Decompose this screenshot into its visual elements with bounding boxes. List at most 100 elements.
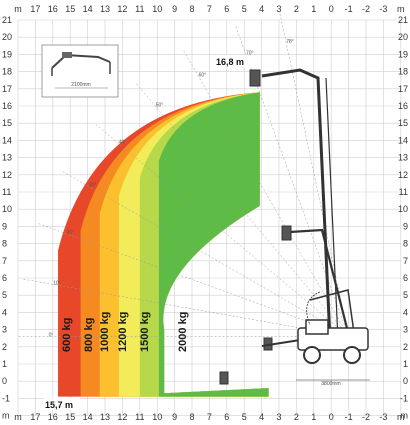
y-tick-right: 3 bbox=[403, 325, 408, 335]
x-tick-bottom: 14 bbox=[83, 412, 93, 422]
angle-line bbox=[62, 171, 349, 337]
zone-label: 800 kg bbox=[83, 318, 95, 352]
y-tick-left: 8 bbox=[2, 239, 7, 249]
x-tick-top: -2 bbox=[362, 4, 370, 14]
max-reach-label: 15,7 m bbox=[45, 400, 73, 410]
y-tick-left: 0 bbox=[2, 376, 7, 386]
max-height-label: 16,8 m bbox=[216, 57, 244, 67]
x-tick-top: 1 bbox=[311, 4, 316, 14]
x-tick-bottom: 6 bbox=[224, 412, 229, 422]
x-tick-bottom: 9 bbox=[172, 412, 177, 422]
x-tick-bottom: 4 bbox=[259, 412, 264, 422]
x-tick-top: 3 bbox=[276, 4, 281, 14]
angle-line bbox=[38, 223, 349, 337]
x-tick-bottom: 0 bbox=[329, 412, 334, 422]
y-tick-left: 15 bbox=[2, 118, 12, 128]
x-tick-top: 0 bbox=[329, 4, 334, 14]
x-tick-top: 5 bbox=[242, 4, 247, 14]
angle-lines: 0° 10° 20° 30° 40° 50° 60° 70° 78° bbox=[18, 13, 349, 338]
y-tick-right: 15 bbox=[398, 118, 408, 128]
x-tick-bottom: -1 bbox=[345, 412, 353, 422]
x-tick-top: 9 bbox=[172, 4, 177, 14]
y-tick-right: 12 bbox=[398, 170, 408, 180]
y-tick-left: 17 bbox=[2, 84, 12, 94]
x-tick-top: 10 bbox=[152, 4, 162, 14]
x-tick-bottom: m bbox=[14, 412, 22, 422]
x-tick-top: m bbox=[14, 4, 22, 14]
x-tick-bottom: -2 bbox=[362, 412, 370, 422]
y-tick-right: 14 bbox=[398, 135, 408, 145]
angle-label: 0° bbox=[49, 332, 54, 338]
x-tick-top: 11 bbox=[135, 4, 144, 14]
y-tick-left: -1 bbox=[2, 393, 10, 403]
x-tick-top: m bbox=[397, 4, 405, 14]
y-tick-right: 2 bbox=[403, 342, 408, 352]
y-tick-left: 10 bbox=[2, 204, 12, 214]
x-tick-bottom: 5 bbox=[242, 412, 247, 422]
y-tick-left: 18 bbox=[2, 67, 12, 77]
y-tick-left: 7 bbox=[2, 256, 7, 266]
y-tick-left: 9 bbox=[2, 221, 7, 231]
y-tick-left: 1 bbox=[2, 359, 7, 369]
axis-ticks: mm17171616151514141313121211111010998877… bbox=[2, 4, 408, 422]
x-tick-bottom: 15 bbox=[65, 412, 75, 422]
y-tick-right: 13 bbox=[398, 153, 408, 163]
x-tick-bottom: 17 bbox=[30, 412, 40, 422]
zone-label: 2000 kg bbox=[177, 312, 189, 352]
machine-drawing bbox=[219, 68, 370, 385]
zone-label: 600 kg bbox=[61, 318, 73, 352]
x-tick-bottom: 16 bbox=[48, 412, 58, 422]
y-tick-right: 16 bbox=[398, 101, 408, 111]
x-tick-bottom: 12 bbox=[117, 412, 127, 422]
angle-label: 60° bbox=[199, 73, 207, 79]
angle-line bbox=[95, 124, 349, 337]
y-tick-right: 9 bbox=[403, 221, 408, 231]
angle-line bbox=[23, 278, 349, 337]
load-zones bbox=[58, 92, 269, 397]
x-tick-bottom: 1 bbox=[311, 412, 316, 422]
y-tick-right: 11 bbox=[399, 187, 408, 197]
x-tick-top: -3 bbox=[379, 4, 387, 14]
y-tick-right: 19 bbox=[398, 49, 408, 59]
x-tick-top: 8 bbox=[189, 4, 194, 14]
x-tick-top: 4 bbox=[259, 4, 264, 14]
y-tick-left: 5 bbox=[2, 290, 7, 300]
y-tick-left: 21 bbox=[2, 15, 12, 25]
x-tick-bottom: 7 bbox=[207, 412, 212, 422]
angle-label: 40° bbox=[119, 140, 127, 146]
angle-label: 50° bbox=[156, 103, 164, 109]
y-tick-left: 4 bbox=[2, 307, 7, 317]
angle-line bbox=[235, 26, 349, 337]
y-tick-right: 6 bbox=[403, 273, 408, 283]
y-tick-left: 2 bbox=[2, 342, 7, 352]
x-tick-top: 14 bbox=[83, 4, 93, 14]
x-tick-top: 7 bbox=[207, 4, 212, 14]
angle-label: 70° bbox=[246, 51, 254, 57]
y-tick-right: 7 bbox=[403, 256, 408, 266]
load-zone bbox=[158, 92, 269, 397]
dim-bottom-label: 3800mm bbox=[321, 381, 340, 387]
y-tick-left: 16 bbox=[2, 101, 12, 111]
angle-line bbox=[136, 83, 349, 337]
x-tick-top: -1 bbox=[345, 4, 353, 14]
x-tick-bottom: 11 bbox=[135, 412, 144, 422]
y-tick-left: 19 bbox=[2, 49, 12, 59]
x-tick-top: 15 bbox=[65, 4, 75, 14]
x-tick-top: 17 bbox=[30, 4, 40, 14]
angle-line bbox=[279, 13, 349, 337]
y-tick-right: 20 bbox=[398, 32, 408, 42]
angle-label: 78° bbox=[286, 39, 294, 45]
y-tick-right: 0 bbox=[403, 376, 408, 386]
y-tick-right: 4 bbox=[403, 307, 408, 317]
x-tick-bottom: 13 bbox=[100, 412, 110, 422]
x-tick-bottom: -3 bbox=[379, 412, 387, 422]
y-tick-left: m bbox=[2, 411, 10, 421]
angle-label: 20° bbox=[67, 230, 75, 236]
zone-label: 1000 kg bbox=[99, 312, 111, 352]
angle-line bbox=[183, 50, 349, 337]
zone-label: 1200 kg bbox=[117, 312, 129, 352]
y-tick-right: 1 bbox=[403, 359, 408, 369]
y-tick-right: 5 bbox=[403, 290, 408, 300]
